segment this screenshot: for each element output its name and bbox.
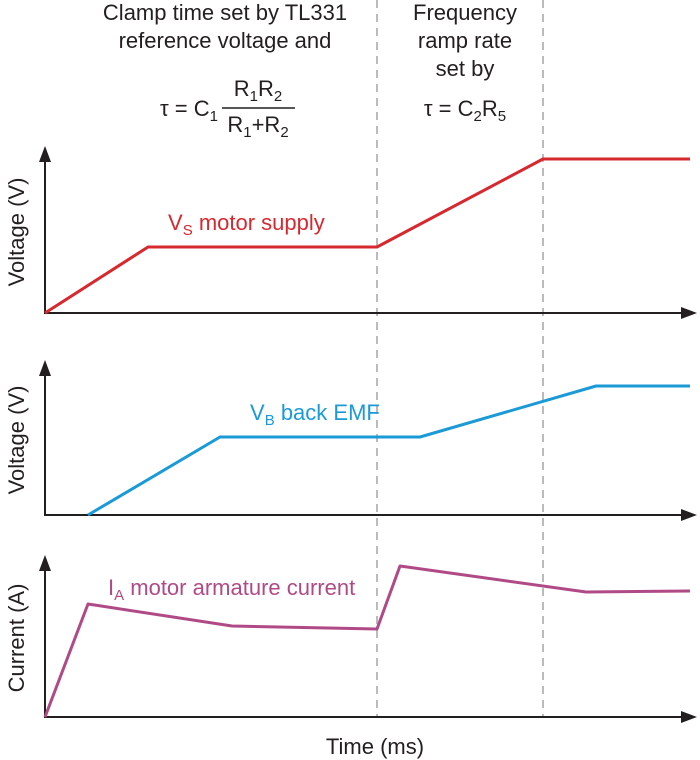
note-line: ramp rate — [418, 28, 512, 53]
y-axis-label: Current (A) — [4, 584, 29, 693]
subscript: 1 — [243, 124, 251, 141]
arrowhead — [681, 307, 697, 319]
note-line: Frequency — [413, 0, 517, 25]
arrowhead — [39, 360, 51, 376]
subscript: S — [183, 222, 193, 239]
ia-trace — [43, 564, 691, 718]
note-line: Clamp time set by TL331 — [103, 0, 347, 25]
subscript: 1 — [250, 88, 258, 105]
arrowhead — [39, 146, 51, 162]
note-line: set by — [436, 56, 495, 81]
subscript: 2 — [474, 108, 482, 125]
label-part: motor supply — [193, 210, 325, 235]
formula: τ = C2R5 — [424, 96, 506, 125]
formula-part: +R — [252, 112, 281, 137]
subscript: B — [265, 412, 275, 429]
label-part: V — [168, 210, 183, 235]
x-axis-label: Time (ms) — [326, 734, 424, 759]
label-part: back EMF — [275, 400, 380, 425]
subscript: 1 — [210, 108, 218, 125]
subscript: 2 — [280, 124, 288, 141]
axis — [44, 372, 682, 516]
vb-trace — [87, 384, 690, 517]
vs-trace — [44, 157, 690, 315]
denominator: R1+R2 — [227, 112, 288, 141]
formula-part: R — [258, 76, 274, 101]
arrowhead — [681, 711, 697, 723]
formula-part: R — [227, 112, 243, 137]
subscript: 2 — [274, 88, 282, 105]
arrowhead — [39, 555, 51, 571]
trace-label: IA motor armature current — [108, 575, 355, 604]
axis — [44, 158, 682, 314]
trace-label: VS motor supply — [168, 210, 325, 239]
numerator: R1R2 — [234, 76, 282, 105]
arrowhead — [681, 509, 697, 521]
trace-label: VB back EMF — [250, 400, 380, 429]
formula-part: τ = C — [424, 96, 474, 121]
y-axis-label: Voltage (V) — [4, 178, 29, 287]
label-part: motor armature current — [124, 575, 355, 600]
note-line: reference voltage and — [119, 28, 332, 53]
subscript: 5 — [498, 108, 506, 125]
label-part: V — [250, 400, 265, 425]
subscript: A — [114, 587, 124, 604]
formula-part: R — [234, 76, 250, 101]
formula: τ = C1 — [160, 96, 218, 125]
y-axis-label: Voltage (V) — [4, 386, 29, 495]
formula-part: R — [482, 96, 498, 121]
formula-part: τ = C — [160, 96, 210, 121]
label-part: I — [108, 575, 114, 600]
